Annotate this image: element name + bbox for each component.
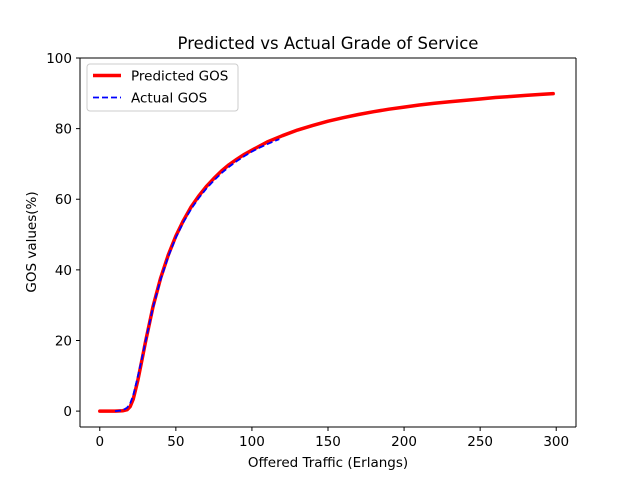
legend: Predicted GOS Actual GOS [86,63,239,112]
plot-background [80,58,576,427]
x-tick-label: 250 [467,434,493,450]
y-axis-label: GOS values(%) [24,191,40,292]
y-tick-label: 20 [55,333,72,349]
x-tick-label: 50 [167,434,184,450]
x-tick-label: 0 [95,434,104,450]
ticks-layer: 0 50 100 150 200 250 300 0 20 40 60 80 100 [46,51,569,450]
x-tick-label: 100 [239,434,265,450]
y-tick-label: 0 [63,404,72,420]
series-layer [98,91,555,413]
chart-title: Predicted vs Actual Grade of Service [178,34,479,53]
axes-frame [79,57,577,428]
legend-label-actual: Actual GOS [131,91,207,107]
x-axis-label: Offered Traffic (Erlangs) [248,455,408,471]
x-tick-label: 150 [315,434,341,450]
legend-box [86,63,239,112]
y-tick-label: 60 [55,192,72,208]
legend-label-predicted: Predicted GOS [131,69,228,85]
x-tick-label: 200 [391,434,417,450]
y-tick-label: 100 [46,51,72,67]
series-line-actual-gos [114,138,280,413]
plot-area [80,58,576,427]
y-tick-label: 80 [55,122,72,138]
x-tick-label: 300 [543,434,569,450]
y-tick-label: 40 [55,263,72,279]
